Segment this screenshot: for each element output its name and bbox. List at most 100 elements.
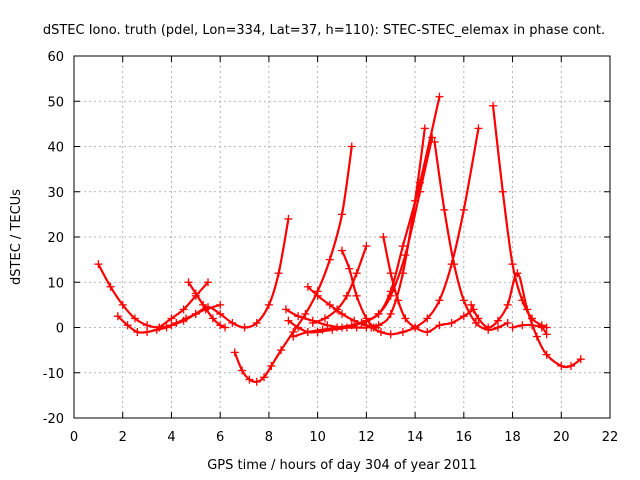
data-point	[252, 318, 261, 327]
data-point	[228, 318, 237, 327]
data-point	[199, 300, 208, 309]
data-point	[376, 328, 385, 337]
data-point	[420, 124, 429, 133]
data-point	[264, 300, 273, 309]
x-tick-label: 4	[167, 430, 175, 445]
data-point	[386, 309, 395, 318]
data-point	[301, 309, 310, 318]
y-tick-label: 50	[47, 95, 64, 110]
data-point	[474, 124, 483, 133]
y-tick-label: 40	[47, 141, 64, 156]
data-point	[308, 318, 317, 327]
data-point	[411, 323, 420, 332]
y-tick-label: 20	[47, 231, 64, 246]
data-point	[459, 205, 468, 214]
data-point	[435, 92, 444, 101]
data-point	[313, 291, 322, 300]
data-point	[284, 214, 293, 223]
data-point	[216, 309, 225, 318]
x-tick-label: 0	[70, 430, 78, 445]
data-point	[216, 321, 225, 330]
data-point	[155, 323, 164, 332]
data-point	[281, 305, 290, 314]
data-point	[508, 260, 517, 269]
series-line	[284, 127, 426, 329]
x-tick-label: 2	[119, 430, 127, 445]
data-point	[94, 260, 103, 269]
data-point	[459, 296, 468, 305]
data-point	[167, 314, 176, 323]
data-point	[191, 289, 200, 298]
x-tick-label: 16	[456, 430, 473, 445]
data-point	[162, 323, 171, 332]
data-point	[303, 328, 312, 337]
data-point	[274, 269, 283, 278]
data-point	[191, 309, 200, 318]
data-point	[133, 328, 142, 337]
data-point	[284, 316, 293, 325]
data-point	[143, 321, 152, 330]
data-point	[113, 312, 122, 321]
data-point	[352, 291, 361, 300]
data-point	[362, 242, 371, 251]
data-point	[415, 187, 424, 196]
y-tick-label: 10	[47, 276, 64, 291]
data-point	[325, 255, 334, 264]
data-point	[338, 309, 346, 318]
data-point	[435, 321, 444, 330]
data-point	[347, 321, 356, 330]
data-point	[484, 323, 493, 332]
data-point	[240, 323, 249, 332]
data-point	[528, 314, 537, 323]
series-line	[470, 272, 582, 369]
data-point	[542, 330, 551, 339]
data-point	[401, 251, 410, 260]
data-point	[532, 332, 541, 341]
data-point	[294, 312, 303, 321]
data-point	[518, 321, 527, 330]
axis-ticks: 0 2 4 6 8 10 12 14 16 18 20 22 -20 -10 0 10 20 30 40 50 60	[43, 50, 619, 445]
data-point	[362, 314, 371, 323]
data-point	[352, 269, 361, 278]
series-group	[430, 137, 512, 334]
data-point	[430, 137, 439, 146]
series-line	[370, 127, 480, 336]
data-point	[294, 323, 303, 332]
data-point	[567, 361, 576, 370]
data-point	[474, 314, 483, 323]
chart-title: dSTEC Iono. truth (pdel, Lon=334, Lat=37…	[43, 23, 605, 38]
x-tick-label: 10	[309, 430, 326, 445]
data-point	[435, 296, 444, 305]
data-point	[277, 346, 286, 355]
x-tick-label: 14	[407, 430, 424, 445]
data-point	[179, 305, 188, 314]
data-point	[467, 300, 476, 309]
series-line	[233, 145, 353, 383]
data-point	[542, 350, 551, 359]
series-group	[184, 278, 230, 332]
data-point	[398, 242, 407, 251]
data-point	[184, 278, 193, 287]
data-point	[493, 316, 502, 325]
data-point	[386, 269, 395, 278]
series-group	[379, 233, 478, 337]
data-point	[267, 361, 276, 370]
series-line	[287, 95, 441, 334]
data-point	[303, 282, 312, 291]
y-tick-label: 30	[47, 186, 64, 201]
y-tick-label: 0	[56, 322, 64, 337]
x-tick-label: 8	[265, 430, 273, 445]
data-point	[394, 296, 403, 305]
data-point	[386, 330, 395, 339]
data-point	[503, 318, 512, 327]
series-line	[97, 217, 290, 329]
y-tick-label: 60	[47, 50, 64, 65]
data-point	[252, 377, 261, 386]
series-group	[113, 300, 225, 337]
x-tick-label: 6	[216, 430, 224, 445]
series-group	[230, 142, 356, 386]
data-point	[208, 314, 217, 323]
data-point	[245, 375, 254, 384]
data-point	[345, 264, 354, 273]
